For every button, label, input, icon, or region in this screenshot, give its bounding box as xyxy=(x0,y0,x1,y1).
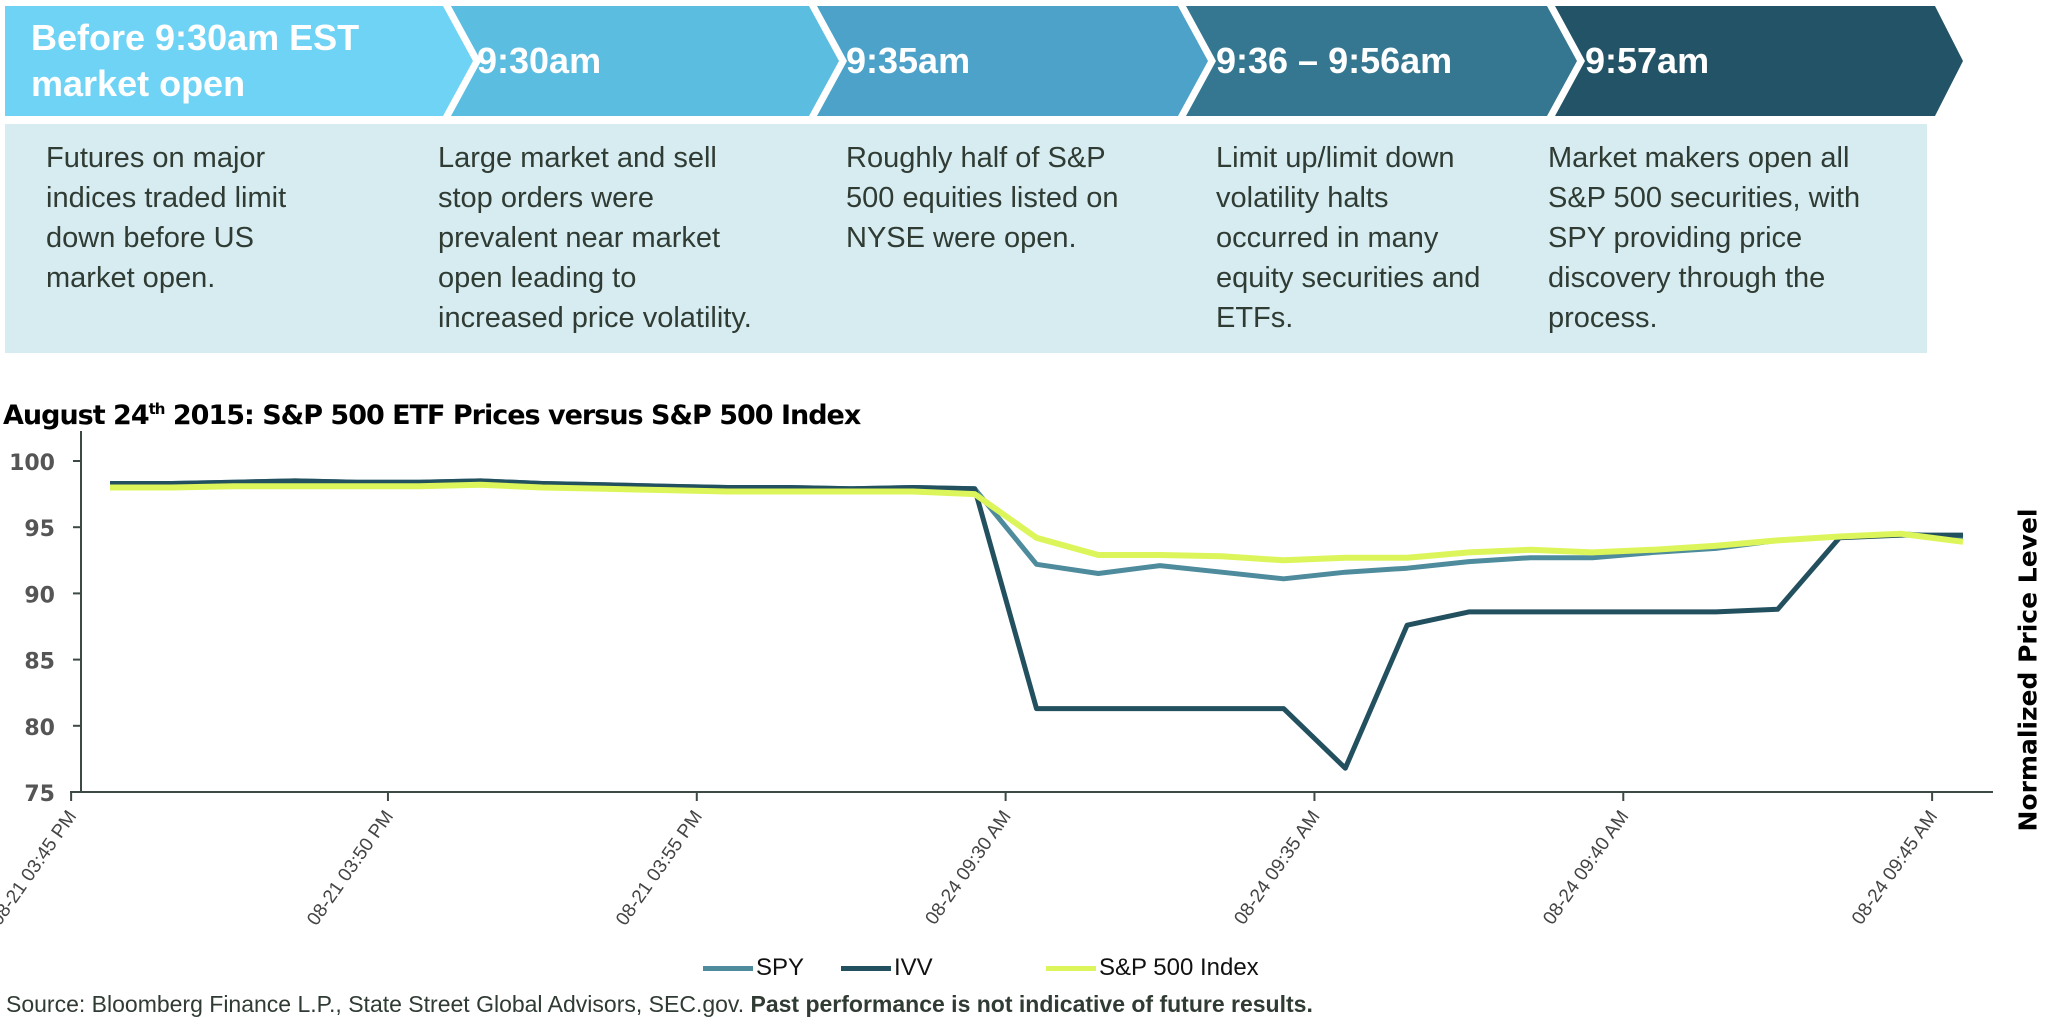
chart-title: August 24th 2015: S&P 500 ETF Prices ver… xyxy=(3,400,861,431)
chart-title-prefix: August 24 xyxy=(3,400,150,431)
description-line: S&P 500 securities, with xyxy=(1548,182,1861,214)
description-line: down before US xyxy=(46,222,254,254)
y-tick-label-90: 90 xyxy=(24,583,55,608)
chart-title-superscript: th xyxy=(148,400,166,418)
stage-title-line: Before 9:30am EST xyxy=(31,17,360,58)
description-line: Futures on major xyxy=(46,142,266,174)
description-line: Large market and sell xyxy=(438,142,717,174)
stage-title-1: 9:30am xyxy=(477,38,601,84)
stage-title-line: 9:30am xyxy=(477,40,602,81)
series-line-spy xyxy=(110,478,1964,582)
legend-swatch-ivv xyxy=(841,965,891,971)
description-line: SPY providing price xyxy=(1548,222,1803,254)
description-line: discovery through the xyxy=(1548,262,1826,294)
description-line: Roughly half of S&P xyxy=(846,142,1106,174)
stage-chevron-1 xyxy=(451,6,839,116)
chart-legend: SPY IVV S&P 500 Index xyxy=(0,954,2048,984)
stage-title-4: 9:57am xyxy=(1585,38,1709,84)
stage-description-2: Roughly half of S&P 500 equities listed … xyxy=(846,138,1118,258)
source-footnote: Source: Bloomberg Finance L.P., State St… xyxy=(6,991,1313,1018)
x-tick-label-4: 08-24 09:35 AM xyxy=(1230,807,1324,929)
stage-title-line: 9:35am xyxy=(846,40,971,81)
stage-description-1: Large market and sell stop orders were p… xyxy=(438,138,752,338)
stage-title-line: 9:57am xyxy=(1585,40,1710,81)
description-line: ETFs. xyxy=(1216,302,1294,334)
stage-title-0: Before 9:30am EST market open xyxy=(31,15,359,107)
series-line-ivv xyxy=(110,478,1963,771)
description-line: 500 equities listed on xyxy=(846,182,1119,214)
legend-item-ivv: IVV xyxy=(841,954,933,982)
description-line: occurred in many xyxy=(1216,222,1439,254)
x-tick-label-3: 08-24 09:30 AM xyxy=(922,807,1016,929)
x-tick-label-2: 08-21 03:55 PM xyxy=(612,807,707,930)
y-axis-label: Normalized Price Level xyxy=(2013,508,2043,832)
description-line: process. xyxy=(1548,302,1658,334)
timeline-chevrons xyxy=(5,6,1963,116)
chart-title-suffix: 2015: S&P 500 ETF Prices versus S&P 500 … xyxy=(164,400,861,431)
description-line: equity securities and xyxy=(1216,262,1481,294)
y-tick-label-85: 85 xyxy=(24,650,55,675)
description-panel xyxy=(5,124,1927,353)
y-tick-label-75: 75 xyxy=(24,782,55,807)
legend-label-ivv: IVV xyxy=(894,954,933,981)
description-line: Limit up/limit down xyxy=(1216,142,1455,174)
description-line: indices traded limit xyxy=(46,182,287,214)
legend-swatch-sp500-index xyxy=(1046,965,1096,971)
y-tick-label-95: 95 xyxy=(24,517,55,542)
stage-chevron-0 xyxy=(5,6,473,116)
legend-label-sp500-index: S&P 500 Index xyxy=(1099,954,1259,981)
x-tick-label-0: 08-21 03:45 PM xyxy=(0,807,81,930)
stage-chevron-4 xyxy=(1555,6,1963,116)
description-line: NYSE were open. xyxy=(846,222,1077,254)
legend-item-sp500-index: S&P 500 Index xyxy=(1046,954,1259,982)
x-tick-label-5: 08-24 09:40 AM xyxy=(1539,807,1633,929)
x-tick-label-6: 08-24 09:45 AM xyxy=(1848,807,1942,929)
description-line: market open. xyxy=(46,262,216,294)
x-tick-label-1: 08-21 03:50 PM xyxy=(303,807,398,930)
stage-title-line: market open xyxy=(31,63,246,104)
description-line: volatility halts xyxy=(1216,182,1389,214)
series-line-s-p-500-index xyxy=(110,481,1964,564)
stage-description-4: Market makers open all S&P 500 securitie… xyxy=(1548,138,1860,338)
stage-title-2: 9:35am xyxy=(846,38,970,84)
stage-chevron-2 xyxy=(817,6,1208,116)
description-line: open leading to xyxy=(438,262,637,294)
legend-label-spy: SPY xyxy=(756,954,805,981)
stage-chevron-3 xyxy=(1186,6,1577,116)
stage-description-0: Futures on major indices traded limit do… xyxy=(46,138,286,298)
y-tick-label-80: 80 xyxy=(24,716,55,741)
stage-title-3: 9:36 – 9:56am xyxy=(1216,38,1452,84)
source-text: Source: Bloomberg Finance L.P., State St… xyxy=(6,991,751,1017)
legend-swatch-spy xyxy=(703,965,753,971)
y-tick-label-100: 100 xyxy=(9,451,55,476)
description-line: prevalent near market xyxy=(438,222,721,254)
disclaimer-text: Past performance is not indicative of fu… xyxy=(750,991,1313,1017)
legend-item-spy: SPY xyxy=(703,954,804,982)
stage-title-line: 9:36 – 9:56am xyxy=(1216,40,1453,81)
timeline: Before 9:30am EST market open 9:30am 9:3… xyxy=(0,0,2048,360)
stage-description-3: Limit up/limit down volatility halts occ… xyxy=(1216,138,1480,338)
description-line: increased price volatility. xyxy=(438,302,752,334)
description-line: stop orders were xyxy=(438,182,654,214)
description-line: Market makers open all xyxy=(1548,142,1850,174)
